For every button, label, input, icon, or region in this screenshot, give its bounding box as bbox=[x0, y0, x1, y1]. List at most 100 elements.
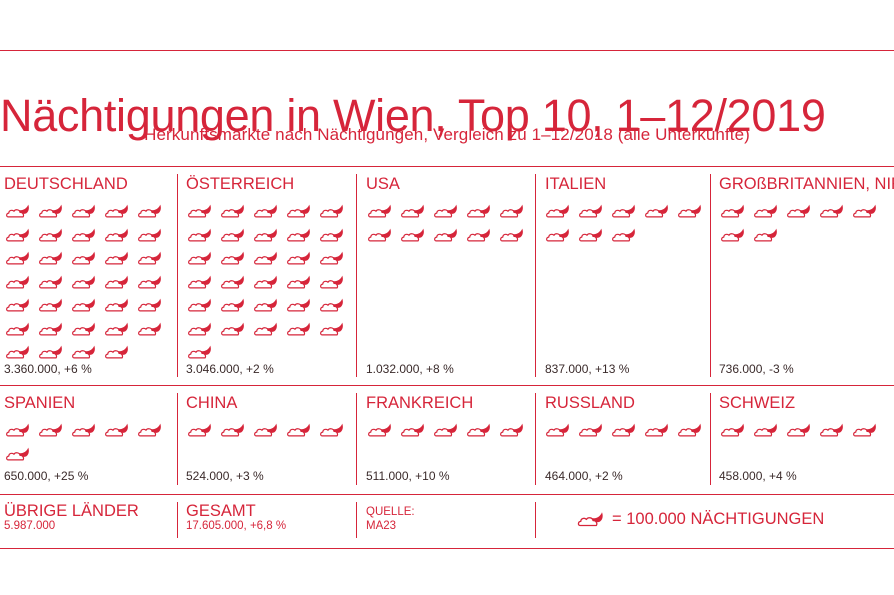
value-label-spanien: 650.000, +25 % bbox=[4, 469, 89, 483]
country-label-oesterreich: ÖSTERREICH bbox=[186, 175, 295, 193]
moon-cloud-icon bbox=[72, 228, 95, 241]
moon-cloud-icon bbox=[721, 228, 744, 241]
moon-cloud-icon bbox=[254, 275, 277, 288]
column-divider bbox=[535, 502, 536, 538]
moon-cloud-icon bbox=[72, 204, 95, 218]
moon-cloud-icon bbox=[645, 204, 668, 218]
moon-cloud-icon bbox=[320, 204, 343, 218]
moon-cloud-icon bbox=[287, 423, 310, 437]
moon-cloud-icon bbox=[853, 423, 876, 437]
moon-cloud-icon bbox=[138, 204, 161, 218]
moon-cloud-icon bbox=[612, 204, 635, 218]
moon-cloud-icon bbox=[287, 228, 310, 241]
moon-cloud-icon bbox=[401, 423, 424, 437]
moon-cloud-icon bbox=[320, 251, 343, 265]
column-divider bbox=[710, 393, 711, 485]
moon-cloud-icon bbox=[612, 228, 635, 241]
moon-cloud-icon bbox=[39, 228, 62, 241]
moon-cloud-icon bbox=[138, 322, 161, 335]
moon-cloud-icon bbox=[754, 423, 777, 437]
moon-cloud-icon bbox=[287, 275, 310, 288]
moon-cloud-icon bbox=[320, 275, 343, 288]
bottom-rule bbox=[0, 548, 894, 549]
moon-cloud-icon bbox=[105, 423, 128, 437]
moon-cloud-icon bbox=[254, 423, 277, 437]
moon-cloud-icon bbox=[105, 204, 128, 218]
moon-cloud-icon bbox=[467, 204, 490, 218]
value-label-usa: 1.032.000, +8 % bbox=[366, 362, 454, 376]
column-divider bbox=[356, 174, 357, 377]
moon-cloud-icon bbox=[287, 322, 310, 335]
moon-cloud-icon bbox=[678, 204, 701, 218]
moon-cloud-icon bbox=[105, 251, 128, 265]
moon-cloud-icon bbox=[579, 228, 602, 241]
moon-cloud-icon bbox=[320, 322, 343, 335]
moon-cloud-icon bbox=[188, 204, 211, 218]
moon-cloud-icon bbox=[721, 423, 744, 437]
moon-cloud-icon bbox=[6, 447, 29, 460]
moon-cloud-icon bbox=[612, 423, 635, 437]
others-label: ÜBRIGE LÄNDER bbox=[4, 502, 139, 520]
moon-cloud-icon bbox=[754, 204, 777, 218]
moon-cloud-icon bbox=[39, 423, 62, 437]
moon-cloud-icon bbox=[221, 204, 244, 218]
moon-cloud-icon bbox=[500, 228, 523, 241]
moon-cloud-icon bbox=[39, 251, 62, 265]
moon-cloud-icon bbox=[138, 228, 161, 241]
moon-cloud-icon bbox=[221, 322, 244, 335]
moon-cloud-icon bbox=[188, 322, 211, 335]
value-label-russland: 464.000, +2 % bbox=[545, 469, 623, 483]
moon-cloud-icon bbox=[500, 204, 523, 218]
moon-cloud-icon bbox=[138, 298, 161, 312]
moon-cloud-icon bbox=[105, 275, 128, 288]
value-label-italien: 837.000, +13 % bbox=[545, 362, 630, 376]
moon-cloud-icon bbox=[188, 251, 211, 265]
moon-cloud-icon bbox=[787, 423, 810, 437]
moon-cloud-icon bbox=[6, 204, 29, 218]
country-label-russland: RUSSLAND bbox=[545, 394, 635, 412]
column-divider bbox=[356, 393, 357, 485]
others-value: 5.987.000 bbox=[4, 520, 56, 532]
moon-cloud-icon bbox=[72, 345, 95, 359]
moon-cloud-icon bbox=[820, 204, 843, 218]
moon-cloud-icon bbox=[853, 204, 876, 218]
top-rule bbox=[0, 50, 894, 51]
moon-cloud-icon bbox=[320, 298, 343, 312]
moon-cloud-icon bbox=[221, 423, 244, 437]
moon-cloud-icon bbox=[6, 275, 29, 288]
moon-cloud-icon bbox=[546, 228, 569, 241]
moon-cloud-icon bbox=[645, 423, 668, 437]
footer-rule bbox=[0, 494, 894, 495]
moon-cloud-icon bbox=[368, 423, 391, 437]
moon-cloud-icon bbox=[500, 423, 523, 437]
moon-cloud-icon bbox=[320, 228, 343, 241]
header-rule bbox=[0, 166, 894, 167]
moon-cloud-icon bbox=[6, 345, 29, 359]
moon-cloud-icon bbox=[434, 204, 457, 218]
column-divider bbox=[177, 502, 178, 538]
moon-cloud-icon bbox=[401, 228, 424, 241]
column-divider bbox=[710, 174, 711, 377]
value-label-frankreich: 511.000, +10 % bbox=[366, 469, 450, 483]
moon-cloud-icon bbox=[188, 228, 211, 241]
value-label-grossbritannien: 736.000, -3 % bbox=[719, 362, 794, 376]
moon-cloud-icon bbox=[579, 204, 602, 218]
moon-cloud-icon bbox=[39, 204, 62, 218]
moon-cloud-icon bbox=[188, 275, 211, 288]
moon-cloud-icon bbox=[72, 298, 95, 312]
country-label-china: CHINA bbox=[186, 394, 238, 412]
moon-cloud-icon bbox=[221, 228, 244, 241]
moon-cloud-icon bbox=[188, 423, 211, 437]
column-divider bbox=[356, 502, 357, 538]
column-divider bbox=[535, 393, 536, 485]
moon-cloud-icon bbox=[138, 251, 161, 265]
moon-cloud-icon bbox=[434, 423, 457, 437]
moon-cloud-icon bbox=[138, 275, 161, 288]
moon-cloud-icon bbox=[254, 228, 277, 241]
moon-cloud-icon bbox=[221, 251, 244, 265]
legend-text: = 100.000 NÄCHTIGUNGEN bbox=[612, 510, 825, 528]
moon-cloud-icon bbox=[721, 204, 744, 218]
moon-cloud-icon bbox=[72, 322, 95, 335]
moon-cloud-icon bbox=[39, 322, 62, 335]
moon-cloud-icon bbox=[546, 423, 569, 437]
